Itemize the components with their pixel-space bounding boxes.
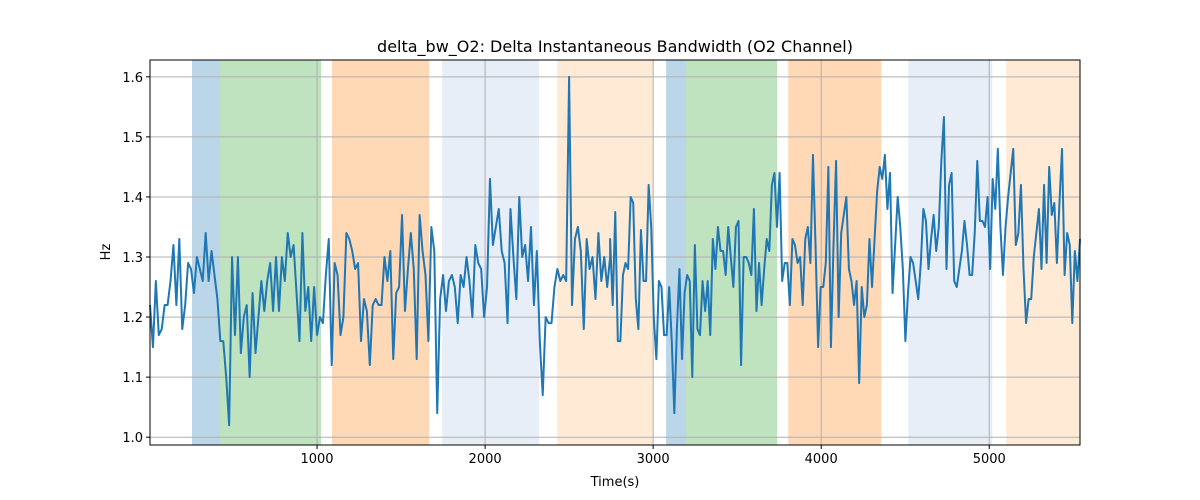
y-tick-label: 1.1	[122, 371, 143, 386]
chart-title: delta_bw_O2: Delta Instantaneous Bandwid…	[377, 37, 853, 57]
y-tick-label: 1.0	[122, 431, 143, 446]
x-tick-label: 5000	[973, 452, 1006, 467]
shaded-spans	[192, 60, 1080, 445]
y-axis: 1.0 1.1 1.2 1.3 1.4 1.5 1.6	[122, 71, 150, 446]
x-axis: 1000 2000 3000 4000 5000	[300, 445, 1006, 467]
x-tick-label: 1000	[300, 452, 333, 467]
shaded-span	[557, 60, 654, 445]
x-tick-label: 4000	[805, 452, 838, 467]
y-tick-label: 1.5	[122, 131, 143, 146]
y-tick-label: 1.6	[122, 71, 143, 86]
series-line-group	[149, 75, 1081, 427]
shaded-span	[686, 60, 778, 445]
shaded-span	[442, 60, 540, 445]
x-tick-label: 3000	[637, 452, 670, 467]
shaded-span	[788, 60, 882, 445]
shaded-span	[220, 60, 322, 445]
y-tick-label: 1.4	[122, 191, 143, 206]
y-tick-label: 1.2	[122, 311, 143, 326]
x-axis-label: Time(s)	[590, 475, 640, 490]
y-axis-label: Hz	[99, 244, 114, 261]
shaded-span	[1006, 60, 1080, 445]
x-tick-label: 2000	[469, 452, 502, 467]
series-line	[149, 75, 1081, 427]
y-tick-label: 1.3	[122, 251, 143, 266]
axes-frame	[149, 59, 1081, 446]
